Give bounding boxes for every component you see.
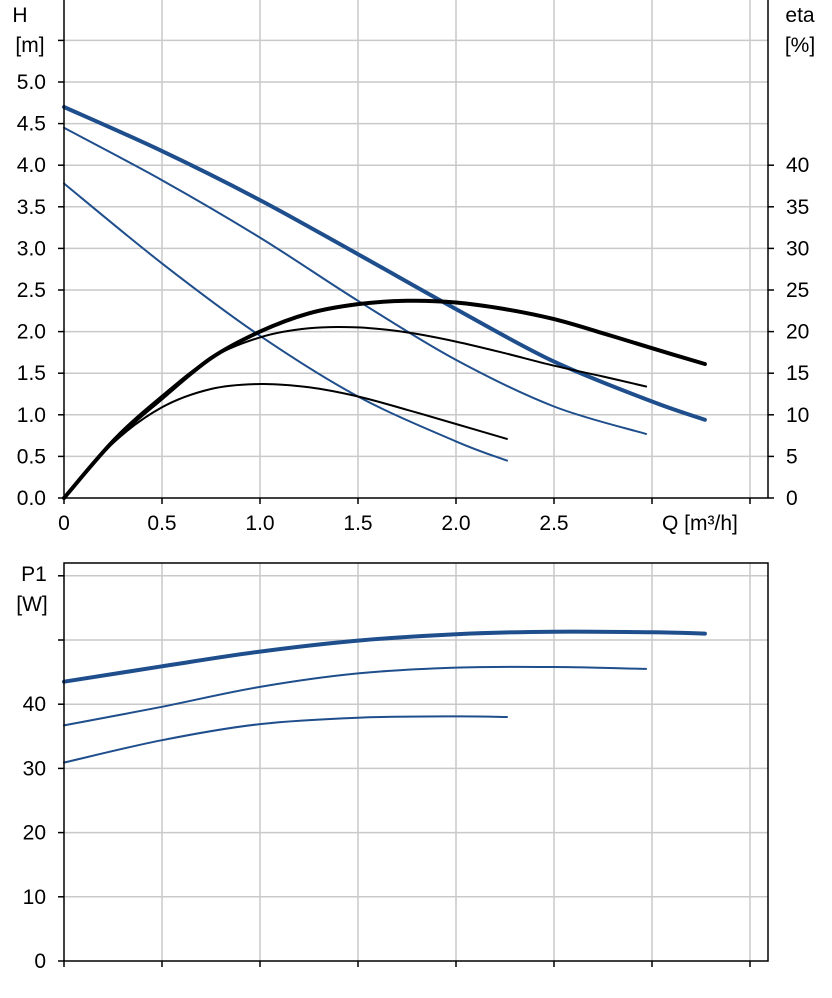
head-tick-label: 5.0 (17, 71, 46, 94)
chart-tick-labels: 0 0.5 1.0 1.5 2.0 2.5 0.0 0.5 1.0 1.5 2.0 2.5 3.0 3.5… (17, 71, 810, 973)
efficiency-tick-label: 10 (786, 404, 809, 427)
eta-speed-1-curve (63, 382, 508, 499)
efficiency-tick-label: 0 (786, 487, 798, 510)
efficiency-axis-title: eta (785, 4, 815, 27)
chart-axes (58, 0, 774, 967)
power-tick-label: 0 (34, 950, 46, 973)
head-chart-curves (62, 105, 707, 500)
efficiency-tick-label: 20 (786, 321, 809, 344)
eta-speed-2-curve (63, 325, 648, 499)
efficiency-axis-unit: [%] (785, 34, 815, 57)
p1-speed-2-curve (63, 665, 648, 727)
flow-tick-label: 0.5 (147, 512, 176, 535)
head-tick-label: 3.0 (17, 237, 46, 260)
flow-tick-label: 1.0 (245, 512, 274, 535)
h-speed-3-curve (62, 105, 707, 422)
efficiency-tick-label: 40 (786, 154, 809, 177)
efficiency-tick-label: 30 (786, 237, 809, 260)
head-tick-label: 1.0 (17, 404, 46, 427)
p1-speed-3-curve (62, 629, 707, 684)
power-tick-label: 20 (23, 822, 46, 845)
efficiency-tick-label: 15 (786, 362, 809, 385)
head-tick-label: 2.0 (17, 321, 46, 344)
head-tick-label: 4.5 (17, 113, 46, 136)
power-tick-label: 10 (23, 886, 46, 909)
p1-speed-1-curve (63, 715, 508, 764)
h-speed-2-curve (63, 126, 648, 435)
efficiency-tick-label: 5 (786, 445, 798, 468)
flow-axis-title: Q [m³/h] (662, 512, 738, 535)
efficiency-tick-label: 25 (786, 279, 809, 302)
power-chart-curves (62, 629, 707, 764)
head-tick-label: 1.5 (17, 362, 46, 385)
power-axis-unit: [W] (16, 593, 48, 616)
head-axis-unit: [m] (15, 34, 44, 57)
power-axis-title: P1 (21, 563, 47, 586)
power-tick-label: 30 (23, 757, 46, 780)
flow-tick-label: 2.5 (539, 512, 568, 535)
head-tick-label: 3.5 (17, 196, 46, 219)
power-chart-frame (63, 562, 769, 962)
head-axis-title: H (12, 4, 27, 27)
flow-tick-label: 0 (58, 512, 70, 535)
h-speed-1-curve (63, 182, 508, 462)
head-tick-label: 2.5 (17, 279, 46, 302)
head-tick-label: 0.0 (17, 487, 46, 510)
head-tick-label: 4.0 (17, 154, 46, 177)
flow-tick-label: 2.0 (441, 512, 470, 535)
head-tick-label: 0.5 (17, 445, 46, 468)
head-chart-grid (64, 0, 768, 498)
efficiency-tick-label: 35 (786, 196, 809, 219)
eta-speed-3-curve (62, 298, 707, 500)
power-chart-grid (64, 563, 768, 961)
power-tick-label: 40 (23, 693, 46, 716)
flow-tick-label: 1.5 (343, 512, 372, 535)
